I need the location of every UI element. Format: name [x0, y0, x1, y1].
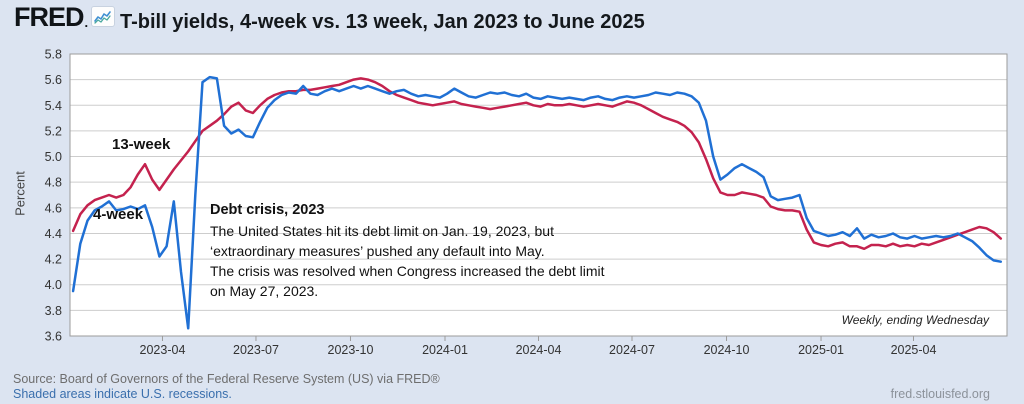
- y-tick-label: 4.8: [45, 176, 62, 190]
- x-tick-label: 2024-04: [516, 343, 562, 357]
- x-tick-label: 2023-10: [328, 343, 374, 357]
- fred-logo-chart-icon: [91, 6, 116, 27]
- series-label-4-week: 4-week: [93, 206, 144, 223]
- page-title: T-bill yields, 4-week vs. 13 week, Jan 2…: [120, 11, 645, 33]
- x-tick-label: 2023-04: [140, 343, 186, 357]
- y-tick-label: 3.8: [45, 304, 62, 318]
- fred-logo-dot: .: [84, 15, 89, 30]
- fred-logo-text: FRED: [14, 2, 84, 32]
- annotation-line: The crisis was resolved when Congress in…: [210, 263, 605, 279]
- y-tick-label: 5.0: [45, 150, 62, 164]
- annotation-line: on May 27, 2023.: [210, 283, 319, 299]
- annotation-body: The United States hit its debt limit on …: [210, 221, 670, 301]
- y-tick-label: 5.2: [45, 124, 62, 138]
- y-tick-label: 4.4: [45, 227, 62, 241]
- plot-area: [70, 54, 1007, 336]
- fred-logo: FRED .: [14, 2, 116, 32]
- recession-note-link[interactable]: Shaded areas indicate U.S. recessions.: [13, 387, 232, 401]
- y-tick-label: 3.6: [45, 330, 62, 344]
- series-line-4-week: [71, 75, 1003, 330]
- y-tick-label: 4.6: [45, 201, 62, 215]
- series-label-13-week: 13-week: [112, 136, 171, 153]
- x-tick-label: 2024-07: [609, 343, 655, 357]
- y-tick-label: 5.8: [45, 48, 62, 62]
- x-tick-label: 2024-01: [422, 343, 468, 357]
- site-url: fred.stlouisfed.org: [890, 387, 990, 401]
- annotation-title: Debt crisis, 2023: [210, 202, 325, 218]
- y-axis-title: Percent: [12, 171, 28, 216]
- y-tick-label: 4.2: [45, 253, 62, 267]
- y-tick-label: 4.0: [45, 278, 62, 292]
- y-tick-label: 5.6: [45, 73, 62, 87]
- annotation-line: The United States hit its debt limit on …: [210, 223, 554, 239]
- annotation-line: ‘extraordinary measures’ pushed any defa…: [210, 243, 545, 259]
- x-tick-label: 2025-01: [798, 343, 844, 357]
- y-tick-label: 5.4: [45, 99, 62, 113]
- frequency-note: Weekly, ending Wednesday: [841, 313, 989, 327]
- x-tick-label: 2024-10: [704, 343, 750, 357]
- series-line-13-week: [71, 77, 1003, 251]
- source-text: Source: Board of Governors of the Federa…: [13, 372, 440, 386]
- debt-crisis-annotation: Debt crisis, 2023 The United States hit …: [210, 202, 670, 301]
- x-tick-label: 2025-04: [891, 343, 937, 357]
- x-tick-label: 2023-07: [233, 343, 279, 357]
